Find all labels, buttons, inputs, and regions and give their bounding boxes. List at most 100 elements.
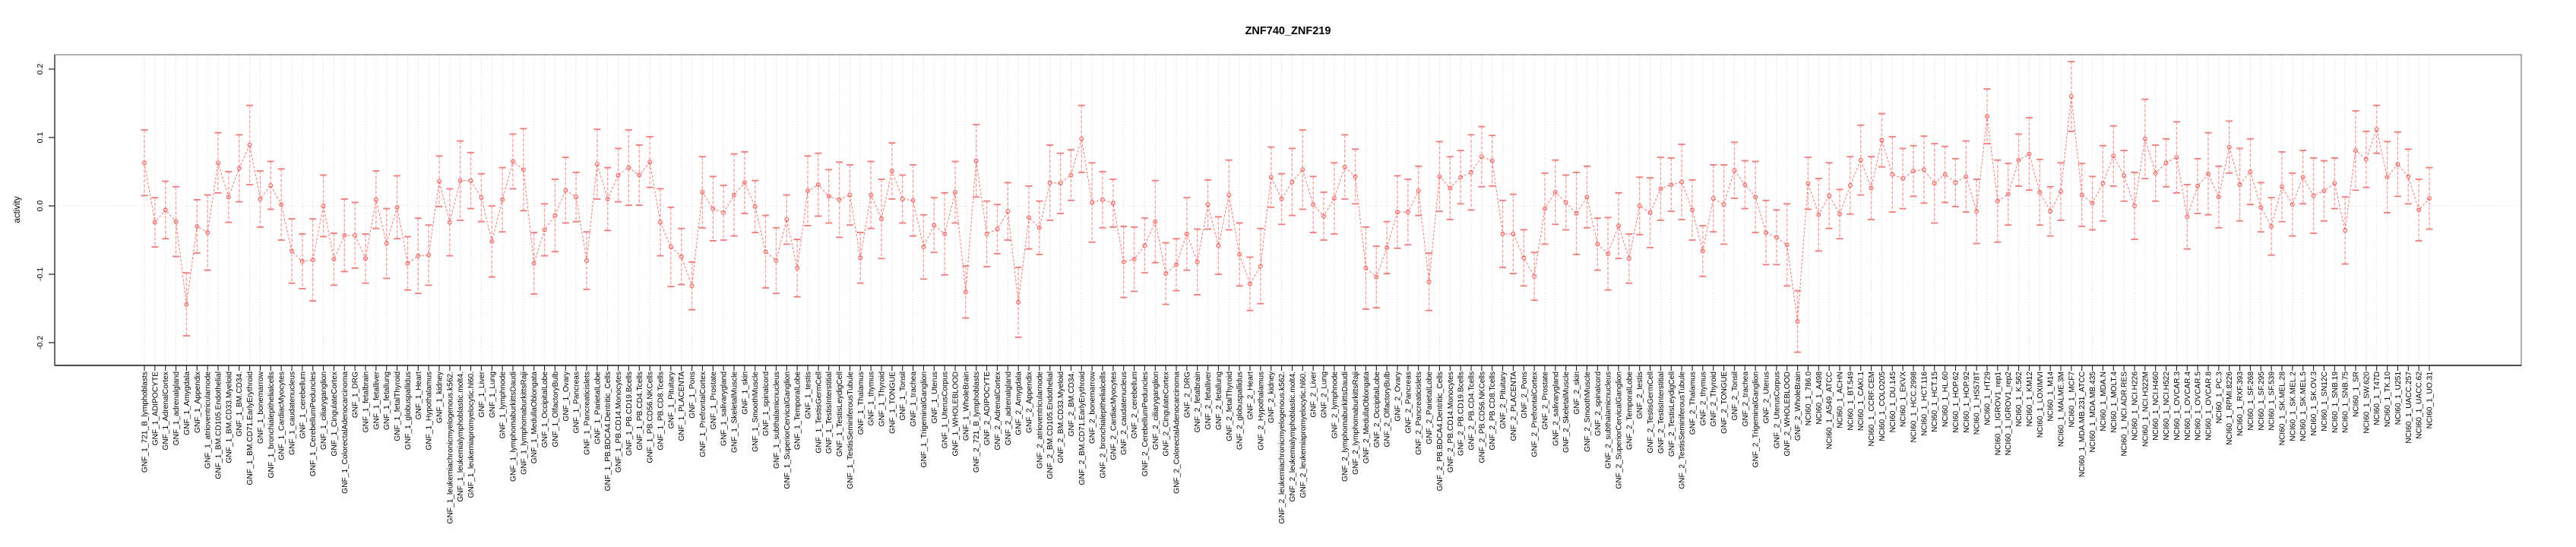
- x-tick-label: GNF_2_Pons: [1521, 372, 1529, 419]
- data-point: [2111, 153, 2116, 159]
- data-point: [1985, 114, 1989, 119]
- data-point: [331, 257, 337, 262]
- data-point: [1574, 210, 1579, 216]
- x-tick-label: GNF_2_leukemialymphoblastic.molt4.: [1289, 372, 1297, 502]
- x-tick-label: GNF_1_MedullaOblongata: [530, 372, 539, 464]
- data-point: [195, 224, 200, 229]
- x-tick-label: NCI60_1_SN12C: [2321, 372, 2329, 432]
- x-tick-label: GNF_2_PB.CD56.NKCells: [1478, 372, 1486, 463]
- x-tick-label: NCI60_1_CAKI.1: [1857, 372, 1866, 431]
- data-point: [605, 197, 610, 201]
- data-point: [2427, 196, 2432, 201]
- data-point: [963, 289, 968, 295]
- x-tick-label: GNF_1_Hypothalamus: [426, 372, 434, 451]
- x-tick-label: GNF_2_Amygdala: [1015, 372, 1024, 435]
- x-tick-label: NCI60_1_SK.MEL.2: [2289, 372, 2297, 441]
- data-point: [1005, 209, 1011, 214]
- data-point: [184, 302, 189, 307]
- x-tick-label: GNF_2_kidney: [1267, 371, 1276, 423]
- data-point: [299, 258, 305, 264]
- x-tick-label: GNF_1_BM.CD34.: [236, 372, 244, 437]
- x-tick-label: NCI60_1_MOLT.4: [2110, 372, 2119, 433]
- x-tick-label: NCI60_1_MCF7: [2068, 372, 2076, 428]
- x-tick-label: NCI60_1_NCI.H522: [2163, 372, 2171, 441]
- data-point: [468, 178, 473, 183]
- x-tick-label: GNF_1_lymphnode: [499, 372, 508, 439]
- data-point: [447, 220, 452, 225]
- x-tick-label: GNF_2_atrioventricularnode: [1036, 372, 1044, 469]
- x-tick-label: NCI60_1_NCI.H460: [2152, 372, 2160, 441]
- data-point: [2332, 181, 2337, 186]
- x-tick-label: GNF_1_UterusCorpus: [941, 372, 950, 448]
- x-tick-label: GNF_2_BM.CD105.Endothelial: [1046, 372, 1055, 479]
- x-tick-label: GNF_2_BM.CD33.Myeloid: [1057, 372, 1065, 463]
- x-tick-label: GNF_1_PB.CD4.Tcells: [636, 372, 644, 451]
- x-tick-label: GNF_2_lymphnode: [1331, 372, 1339, 439]
- data-point: [879, 217, 884, 222]
- x-tick-label: GNF_1_PB.CD14.Monocytes: [615, 372, 623, 473]
- x-tick-label: GNF_1_Pituitary: [667, 371, 676, 428]
- x-tick-label: NCI60_1_HCT.116: [1920, 372, 1929, 436]
- data-point: [1374, 274, 1379, 280]
- x-tick-label: GNF_2_TemporalLobe: [1625, 372, 1634, 450]
- series-line: [144, 96, 2430, 322]
- x-tick-label: GNF_2_Uterus: [1763, 372, 1771, 424]
- x-tick-label: GNF_2_CardiacMyocytes: [1109, 372, 1118, 460]
- x-tick-label: NCI60_1_SF.268: [2247, 372, 2255, 431]
- x-tick-label: NCI60_1_HOP.92: [1963, 372, 1971, 433]
- gridlines: [55, 55, 2521, 365]
- x-tick-label: GNF_2_PB.CD14.Monocytes: [1447, 372, 1455, 473]
- x-tick-label: GNF_1_Pancreas: [573, 372, 581, 434]
- data-point: [342, 232, 347, 238]
- data-point: [1552, 190, 1558, 194]
- data-point: [2048, 209, 2053, 214]
- x-tick-label: GNF_2_Prostate: [1542, 372, 1550, 430]
- data-point: [416, 253, 421, 258]
- x-tick-label: GNF_1_ParietalLobe: [593, 372, 602, 444]
- data-point: [1964, 174, 1969, 179]
- data-point: [1237, 251, 1242, 257]
- x-tick-label: GNF_1_Tonsil: [899, 372, 907, 421]
- data-point: [1090, 200, 1095, 205]
- data-point: [1100, 197, 1105, 202]
- x-tick-label: GNF_1_AdrenalCortex: [162, 372, 170, 451]
- data-point: [310, 258, 315, 263]
- data-point: [1226, 192, 1232, 198]
- x-tick-label: GNF_1_TONGUE: [888, 372, 897, 434]
- x-tick-label: NCI60_1_PC.3: [2215, 372, 2223, 424]
- data-point: [942, 231, 948, 236]
- data-point: [2290, 202, 2295, 207]
- data-point: [1890, 172, 1895, 177]
- x-tick-label: GNF_2_PB.CD19.Bcells: [1457, 372, 1466, 456]
- data-point: [1795, 319, 1800, 324]
- data-point: [869, 192, 874, 198]
- data-point: [2280, 184, 2284, 189]
- data-point: [1784, 242, 1790, 248]
- x-tick-label: GNF_2_ColorectalAdenocarcinoma: [1173, 372, 1182, 494]
- data-point: [2132, 204, 2137, 208]
- data-point: [574, 194, 579, 200]
- data-point: [2226, 144, 2232, 150]
- x-tick-label: GNF_2_AdrenalCortex: [994, 372, 1002, 451]
- x-tick-label: GNF_2_Pituitary: [1499, 371, 1508, 428]
- data-point: [847, 192, 853, 198]
- x-tick-label: GNF_2_OlfactoryBulb: [1384, 372, 1392, 447]
- data-point: [290, 248, 294, 254]
- data-point: [1489, 158, 1495, 163]
- x-tick-label: NCI60_1_CCRF.CEM: [1868, 372, 1876, 447]
- x-tick-label: GNF_2_TestisGermCell: [1647, 372, 1655, 454]
- data-point: [1995, 198, 2000, 204]
- x-tick-label: GNF_1_globuspallidus: [404, 372, 413, 450]
- data-point: [511, 159, 515, 164]
- data-point: [1606, 251, 1611, 256]
- x-tick-label: NCI60_1_SF.539: [2268, 372, 2277, 431]
- data-point: [1847, 183, 1853, 188]
- data-point: [2343, 228, 2348, 233]
- data-point: [489, 239, 495, 244]
- data-point: [1163, 271, 1169, 277]
- x-tick-label: GNF_2_TONGUE: [1720, 372, 1729, 434]
- x-tick-label: GNF_2_fetalThyroid: [1226, 372, 1234, 441]
- data-point: [1216, 243, 1221, 248]
- data-point: [247, 142, 252, 147]
- data-point: [1974, 209, 1979, 214]
